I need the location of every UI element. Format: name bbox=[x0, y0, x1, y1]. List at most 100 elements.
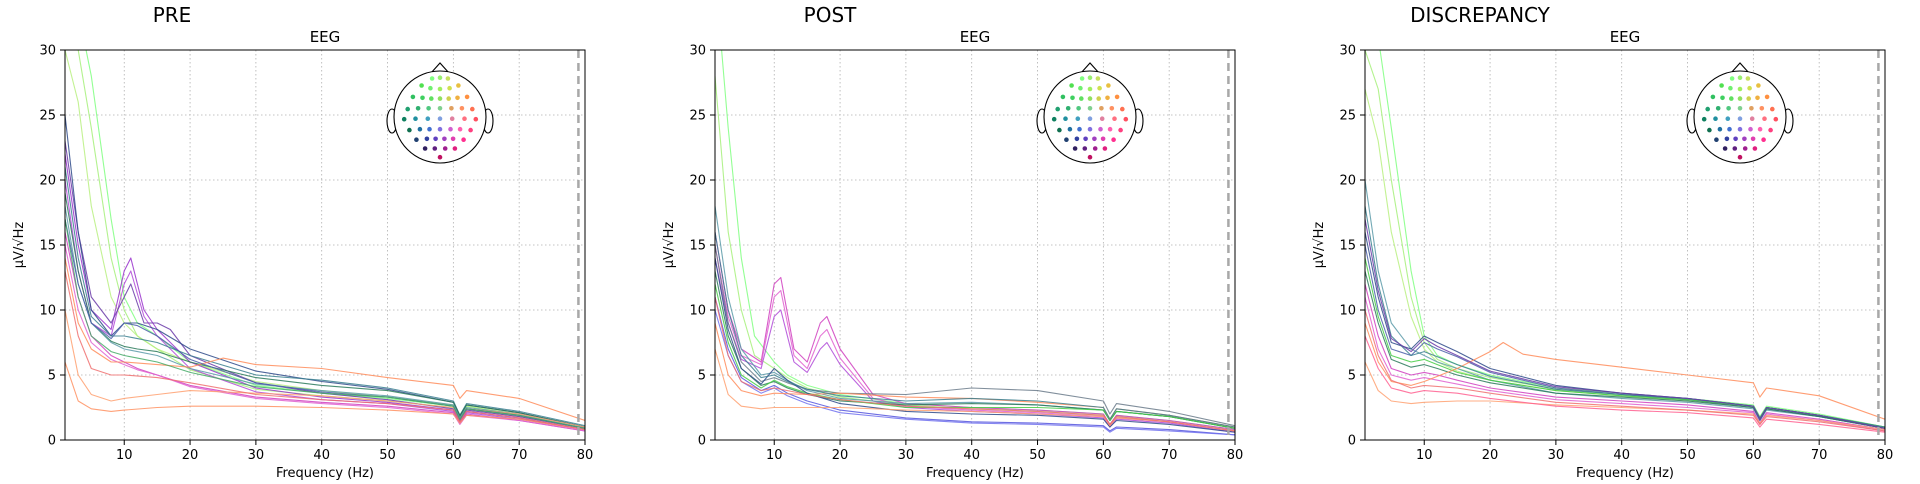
y-tick-label: 15 bbox=[39, 239, 56, 254]
sensor-dot-12 bbox=[446, 96, 452, 101]
sensor-dot-4 bbox=[428, 85, 433, 91]
panel-heading: DISCREPANCY bbox=[1410, 3, 1551, 27]
series-lines bbox=[715, 50, 1235, 436]
sensor-dot-27 bbox=[1112, 116, 1117, 121]
sensor-dot-7 bbox=[456, 83, 461, 88]
sensor-dot-30 bbox=[417, 126, 423, 132]
sensor-dot-14 bbox=[1764, 94, 1770, 100]
sensor-dot-26 bbox=[1749, 116, 1755, 121]
x-tick-label: 70 bbox=[1161, 448, 1178, 463]
y-tick-label: 25 bbox=[39, 109, 56, 124]
sensor-dot-33 bbox=[1748, 126, 1753, 132]
sensor-dot-5 bbox=[1737, 86, 1743, 92]
sensor-dot-43 bbox=[1732, 146, 1738, 151]
x-tick-label: 60 bbox=[1745, 448, 1762, 463]
sensor-dot-2 bbox=[1095, 76, 1101, 81]
x-tick-label: 20 bbox=[182, 448, 199, 463]
series-line-10 bbox=[65, 231, 585, 432]
sensor-dot-24 bbox=[425, 116, 431, 121]
sensor-dot-3 bbox=[419, 83, 424, 88]
sensor-dot-6 bbox=[1747, 85, 1752, 91]
sensor-dot-1 bbox=[1737, 75, 1743, 80]
sensor-dot-36 bbox=[414, 137, 419, 142]
y-tick-label: 0 bbox=[698, 434, 706, 449]
sensor-dot-9 bbox=[1070, 95, 1075, 101]
series-line-10 bbox=[715, 309, 1235, 436]
sensor-dot-25 bbox=[437, 116, 443, 121]
sensor-dot-6 bbox=[447, 85, 452, 91]
series-line-13 bbox=[1365, 335, 1885, 433]
series-line-15 bbox=[1365, 218, 1885, 429]
sensor-dot-32 bbox=[1087, 126, 1093, 132]
sensor-dot-42 bbox=[1722, 146, 1728, 151]
x-tick-label: 80 bbox=[1877, 448, 1894, 463]
sensor-dot-41 bbox=[461, 137, 466, 142]
series-line-9 bbox=[65, 205, 585, 428]
series-lines bbox=[65, 50, 585, 432]
sensor-dot-34 bbox=[1757, 126, 1763, 132]
sensor-dot-23 bbox=[1063, 116, 1068, 121]
sensor-dot-11 bbox=[437, 96, 443, 101]
sensor-dot-32 bbox=[437, 126, 443, 132]
y-tick-label: 10 bbox=[1339, 304, 1356, 319]
sensor-dot-0 bbox=[1079, 76, 1085, 81]
sensor-dot-20 bbox=[1109, 106, 1115, 111]
sensor-dot-0 bbox=[429, 76, 435, 81]
sensor-dot-8 bbox=[410, 94, 416, 100]
sensor-dot-12 bbox=[1746, 96, 1751, 101]
sensor-dot-28 bbox=[1123, 116, 1129, 122]
sensor-dot-22 bbox=[1051, 116, 1057, 122]
series-line-1 bbox=[77, 50, 585, 429]
sensor-dot-41 bbox=[1761, 137, 1766, 142]
x-tick-label: 80 bbox=[1227, 448, 1244, 463]
sensor-dot-40 bbox=[1100, 136, 1106, 142]
y-tick-label: 0 bbox=[48, 434, 56, 449]
series-line-17 bbox=[65, 218, 585, 429]
series-line-7 bbox=[1365, 270, 1885, 429]
y-tick-label: 30 bbox=[689, 44, 706, 59]
sensor-dot-1 bbox=[437, 75, 443, 80]
panel-pre: PRE EEG 10 20 30 40 50 60 70 80 0 5 10 15 20 25 30 Freque… bbox=[12, 3, 593, 481]
sensor-dot-7 bbox=[1106, 83, 1111, 88]
nose bbox=[1730, 62, 1750, 74]
y-tick-label: 20 bbox=[689, 174, 706, 189]
sensor-dot-23 bbox=[1713, 116, 1718, 121]
sensor-dot-44 bbox=[442, 146, 448, 151]
sensor-dot-21 bbox=[1770, 106, 1775, 112]
series-line-0 bbox=[85, 50, 585, 429]
sensor-dot-44 bbox=[1742, 146, 1748, 151]
sensor-dot-35 bbox=[1118, 127, 1123, 133]
sensor-dot-26 bbox=[1099, 116, 1105, 121]
y-tick-label: 10 bbox=[689, 304, 706, 319]
y-tick-label: 20 bbox=[39, 174, 56, 189]
series-line-2 bbox=[1365, 88, 1885, 429]
x-tick-label: 20 bbox=[832, 448, 849, 463]
x-tick-label: 70 bbox=[511, 448, 528, 463]
sensor-dot-37 bbox=[424, 136, 430, 142]
series-line-7 bbox=[65, 166, 585, 427]
series-line-3 bbox=[715, 244, 1235, 432]
nose bbox=[430, 62, 450, 74]
sensor-dot-44 bbox=[1092, 146, 1098, 151]
sensor-dot-16 bbox=[415, 106, 421, 111]
y-tick-label: 5 bbox=[48, 369, 56, 384]
sensor-dot-20 bbox=[1759, 106, 1765, 111]
x-tick-label: 20 bbox=[1482, 448, 1499, 463]
panel-heading: POST bbox=[804, 3, 857, 27]
sensor-dot-6 bbox=[1097, 85, 1102, 91]
sensor-dot-38 bbox=[1733, 136, 1738, 142]
x-tick-label: 40 bbox=[1613, 448, 1630, 463]
y-axis-label: µV/√Hz bbox=[662, 222, 677, 269]
series-line-8 bbox=[715, 283, 1235, 429]
x-tick-label: 60 bbox=[1095, 448, 1112, 463]
sensor-dot-14 bbox=[1114, 94, 1120, 100]
sensor-dot-9 bbox=[1720, 95, 1725, 101]
sensor-dot-11 bbox=[1087, 96, 1093, 101]
series-line-15 bbox=[65, 270, 585, 431]
y-tick-label: 5 bbox=[698, 369, 706, 384]
sensor-dot-18 bbox=[437, 106, 443, 111]
sensor-dot-42 bbox=[1072, 146, 1078, 151]
sensor-dot-20 bbox=[459, 106, 465, 111]
sensor-dot-28 bbox=[1773, 116, 1779, 122]
